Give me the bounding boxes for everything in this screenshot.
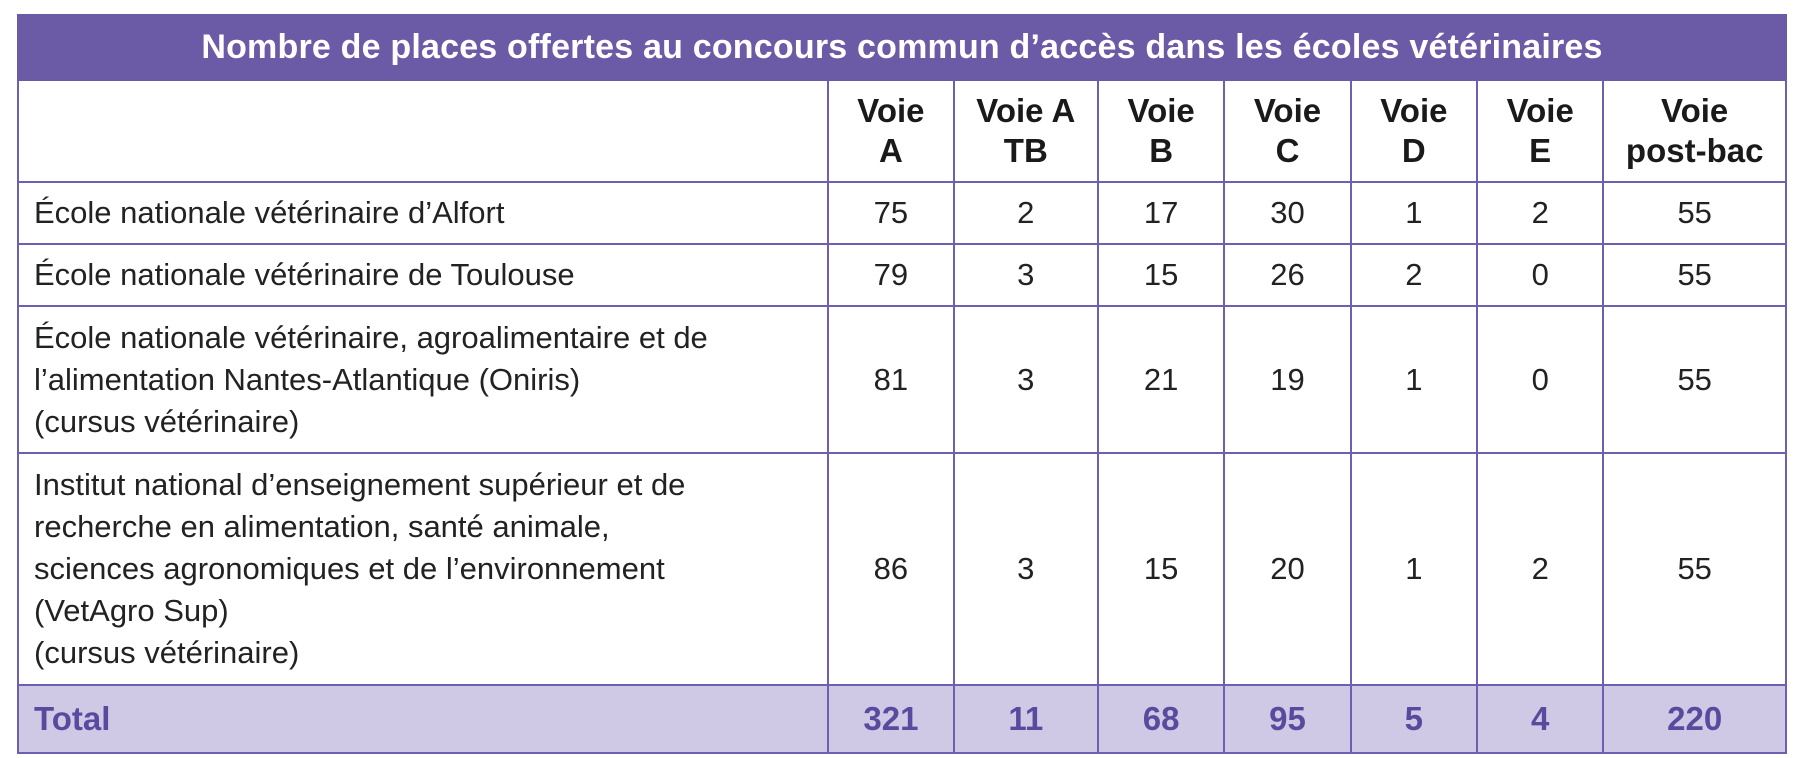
school-name-line: recherche en alimentation, santé animale… xyxy=(34,509,610,544)
value-cell: 55 xyxy=(1602,452,1787,686)
header-voie-a: Voie A xyxy=(827,79,955,183)
value-cell: 86 xyxy=(827,452,955,686)
header-voie-d: Voie D xyxy=(1349,79,1479,183)
value-cell: 15 xyxy=(1096,452,1226,686)
value-cell: 1 xyxy=(1349,181,1479,245)
header-line: B xyxy=(1149,132,1174,169)
school-name-cell: École nationale vétérinaire de Toulouse xyxy=(16,243,830,307)
value-cell: 55 xyxy=(1602,181,1787,245)
header-line: D xyxy=(1401,132,1426,169)
value-cell: 2 xyxy=(1476,181,1605,245)
value-cell: 20 xyxy=(1223,452,1352,686)
header-voie-a-tb: Voie A TB xyxy=(952,79,1099,183)
value-cell: 81 xyxy=(827,305,955,454)
value-cell: 55 xyxy=(1602,243,1787,307)
total-value-cell: 5 xyxy=(1349,684,1479,754)
header-line: Voie xyxy=(1253,92,1322,129)
value-cell: 79 xyxy=(827,243,955,307)
total-value-cell: 11 xyxy=(952,684,1099,754)
value-cell: 26 xyxy=(1223,243,1352,307)
header-voie-c: Voie C xyxy=(1223,79,1352,183)
table-container: Nombre de places offertes au concours co… xyxy=(16,14,1787,754)
header-voie-e: Voie E xyxy=(1476,79,1605,183)
value-cell: 2 xyxy=(952,181,1099,245)
table-title: Nombre de places offertes au concours co… xyxy=(17,14,1787,81)
places-table: Nombre de places offertes au concours co… xyxy=(16,14,1787,754)
school-name-line: (cursus vétérinaire) xyxy=(34,403,300,439)
value-cell: 0 xyxy=(1476,243,1605,307)
value-cell: 0 xyxy=(1476,305,1605,454)
total-value-cell: 68 xyxy=(1096,684,1226,754)
header-line: A xyxy=(879,132,903,169)
header-empty-cell xyxy=(16,79,830,183)
header-line: Voie xyxy=(1506,92,1574,129)
header-line: TB xyxy=(1003,132,1048,169)
value-cell: 1 xyxy=(1349,305,1479,454)
school-name-line: École nationale vétérinaire, agroaliment… xyxy=(34,319,708,355)
school-name-line: Institut national d’enseignement supérie… xyxy=(34,467,686,502)
total-label: Total xyxy=(16,684,830,754)
school-name-line: (VetAgro Sup) xyxy=(34,593,229,628)
total-value-cell: 95 xyxy=(1223,684,1352,754)
school-name-cell: École nationale vétérinaire d’Alfort xyxy=(16,181,830,245)
school-name-cell: Institut national d’enseignement supérie… xyxy=(16,452,830,686)
value-cell: 3 xyxy=(952,452,1099,686)
header-row: Voie A Voie A TB Voie B Voie C Voie D Voie E V… xyxy=(16,79,1787,183)
value-cell: 30 xyxy=(1223,181,1352,245)
school-name-line: École nationale vétérinaire d’Alfort xyxy=(34,195,505,230)
value-cell: 2 xyxy=(1349,243,1479,307)
value-cell: 17 xyxy=(1096,181,1226,245)
value-cell: 2 xyxy=(1476,452,1605,686)
value-cell: 3 xyxy=(952,305,1099,454)
value-cell: 21 xyxy=(1096,305,1226,454)
school-name-line: l’alimentation Nantes-Atlantique (Oniris… xyxy=(34,361,581,397)
total-value-cell: 4 xyxy=(1476,684,1605,754)
header-line: Voie xyxy=(1661,92,1729,129)
header-line: Voie xyxy=(857,92,925,129)
total-value-cell: 220 xyxy=(1602,684,1787,754)
value-cell: 75 xyxy=(827,181,955,245)
school-name-line: sciences agronomiques et de l’environnem… xyxy=(34,551,665,586)
value-cell: 3 xyxy=(952,243,1099,307)
header-voie-b: Voie B xyxy=(1096,79,1226,183)
school-name-line: École nationale vétérinaire de Toulouse xyxy=(34,257,575,292)
table-row: École nationale vétérinaire, agroaliment… xyxy=(16,305,1787,454)
table-row: École nationale vétérinaire d’Alfort 75 … xyxy=(16,181,1787,245)
header-line: Voie xyxy=(1380,92,1448,129)
header-line: Voie xyxy=(1127,92,1195,129)
total-row: Total 321 11 68 95 5 4 220 xyxy=(16,684,1787,754)
header-line: post-bac xyxy=(1625,132,1764,169)
table-row: École nationale vétérinaire de Toulouse … xyxy=(16,243,1787,307)
value-cell: 1 xyxy=(1349,452,1479,686)
value-cell: 19 xyxy=(1223,305,1352,454)
school-name-line: (cursus vétérinaire) xyxy=(34,635,300,670)
value-cell: 15 xyxy=(1096,243,1226,307)
school-name-cell: École nationale vétérinaire, agroaliment… xyxy=(16,305,830,454)
value-cell: 55 xyxy=(1602,305,1787,454)
total-value-cell: 321 xyxy=(827,684,955,754)
header-line: E xyxy=(1529,132,1552,169)
table-row: Institut national d’enseignement supérie… xyxy=(16,452,1787,686)
header-voie-post-bac: Voie post-bac xyxy=(1602,79,1787,183)
header-line: Voie A xyxy=(976,92,1076,129)
header-line: C xyxy=(1275,132,1300,169)
